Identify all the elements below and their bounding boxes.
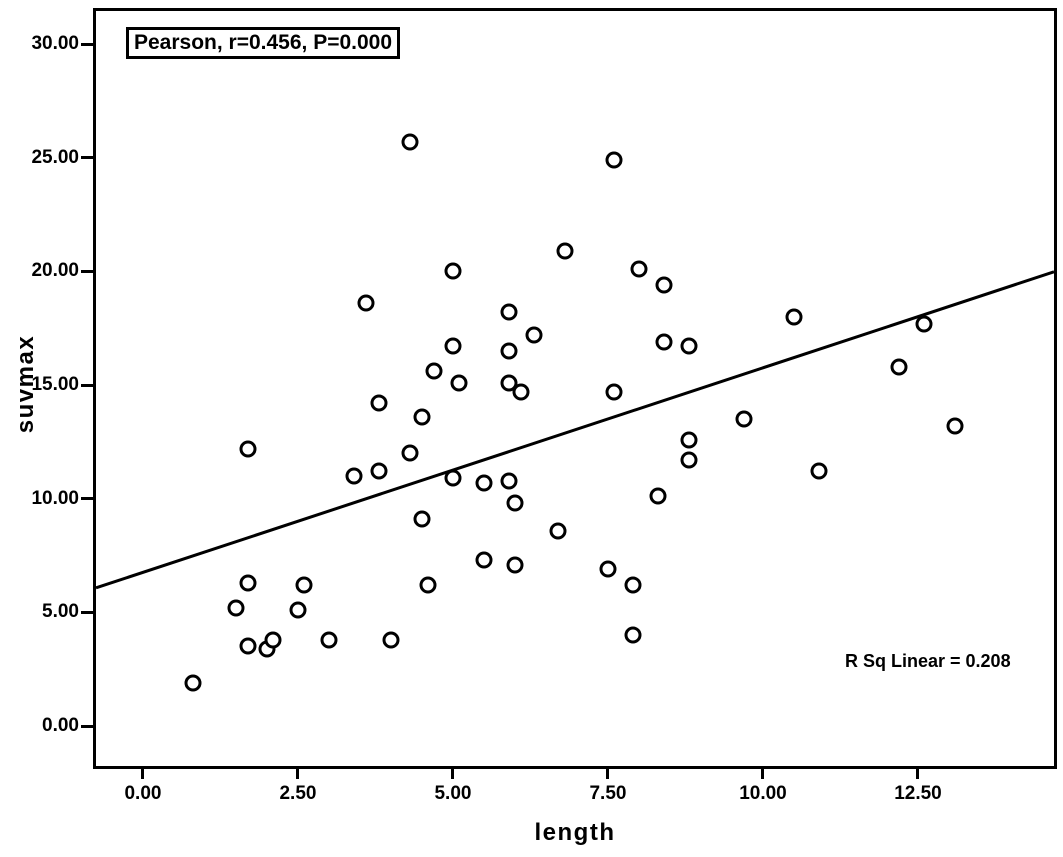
x-axis-tick [761, 766, 765, 779]
data-point-marker [227, 599, 245, 617]
data-point-marker [549, 522, 567, 540]
data-point-marker [500, 342, 518, 360]
y-axis-tick-label: 15.00 [31, 374, 79, 396]
data-point-marker [370, 394, 388, 412]
x-axis-tick [606, 766, 610, 779]
y-axis-tick-label: 10.00 [31, 487, 79, 509]
data-point-marker [680, 431, 698, 449]
data-point-marker [475, 474, 493, 492]
x-axis-tick [141, 766, 145, 779]
data-point-marker [649, 487, 667, 505]
data-point-marker [599, 560, 617, 578]
x-axis-tick-label: 10.00 [739, 783, 787, 804]
data-point-marker [413, 408, 431, 426]
data-point-marker [401, 133, 419, 151]
x-axis-tick [451, 766, 455, 779]
data-point-marker [370, 462, 388, 480]
y-axis-tick [81, 724, 96, 728]
y-axis-tick [81, 497, 96, 501]
data-point-marker [444, 469, 462, 487]
data-point-marker [605, 383, 623, 401]
x-axis-tick-label: 0.00 [124, 783, 162, 804]
data-point-marker [184, 674, 202, 692]
data-point-marker [295, 576, 313, 594]
data-point-marker [624, 576, 642, 594]
data-point-marker [264, 631, 282, 649]
data-point-marker [475, 551, 493, 569]
data-point-marker [525, 326, 543, 344]
data-point-marker [680, 451, 698, 469]
data-point-marker [444, 337, 462, 355]
data-point-marker [425, 362, 443, 380]
data-point-marker [785, 308, 803, 326]
data-point-marker [735, 410, 753, 428]
data-point-marker [624, 626, 642, 644]
y-axis-tick-label: 5.00 [42, 601, 79, 623]
regression-line-layer [96, 270, 1054, 590]
regression-line [96, 270, 1054, 590]
data-point-marker [605, 151, 623, 169]
y-axis-tick [81, 269, 96, 273]
y-axis-tick-label: 20.00 [31, 260, 79, 282]
data-point-marker [239, 440, 257, 458]
data-point-marker [357, 294, 375, 312]
data-point-marker [810, 462, 828, 480]
data-point-marker [512, 383, 530, 401]
data-point-marker [239, 574, 257, 592]
y-axis-tick [81, 156, 96, 160]
data-point-marker [556, 242, 574, 260]
data-point-marker [506, 556, 524, 574]
data-point-marker [655, 276, 673, 294]
y-axis-tick-label: 0.00 [42, 715, 79, 736]
data-point-marker [946, 417, 964, 435]
data-point-marker [419, 576, 437, 594]
x-axis-tick [916, 766, 920, 779]
x-axis-tick-label: 7.50 [589, 783, 627, 804]
pearson-annotation-box: Pearson, r=0.456, P=0.000 [126, 27, 401, 59]
data-point-marker [500, 303, 518, 321]
x-axis-tick [296, 766, 300, 779]
y-axis-tick-label: 25.00 [31, 146, 79, 168]
data-point-marker [289, 601, 307, 619]
data-point-marker [401, 444, 419, 462]
data-point-marker [239, 637, 257, 655]
data-point-marker [915, 315, 933, 333]
y-axis-tick [81, 610, 96, 614]
data-point-marker [413, 510, 431, 528]
data-point-marker [500, 472, 518, 490]
data-point-marker [450, 374, 468, 392]
y-axis-tick [81, 42, 96, 46]
x-axis-tick-label: 12.50 [894, 783, 942, 804]
y-axis-tick-label: 30.00 [31, 33, 79, 55]
rsq-annotation: R Sq Linear = 0.208 [845, 651, 1011, 671]
data-point-marker [382, 631, 400, 649]
data-point-marker [655, 333, 673, 351]
data-point-marker [506, 494, 524, 512]
data-point-marker [890, 358, 908, 376]
x-axis-title: length [534, 819, 616, 846]
y-axis-tick [81, 383, 96, 387]
pearson-annotation-text: Pearson, r=0.456, P=0.000 [134, 31, 393, 54]
data-point-marker [320, 631, 338, 649]
data-point-marker [630, 260, 648, 278]
data-point-marker [444, 262, 462, 280]
data-point-marker [345, 467, 363, 485]
x-axis-tick-label: 5.00 [434, 783, 472, 804]
x-axis-tick-label: 2.50 [279, 783, 317, 804]
data-point-marker [680, 337, 698, 355]
